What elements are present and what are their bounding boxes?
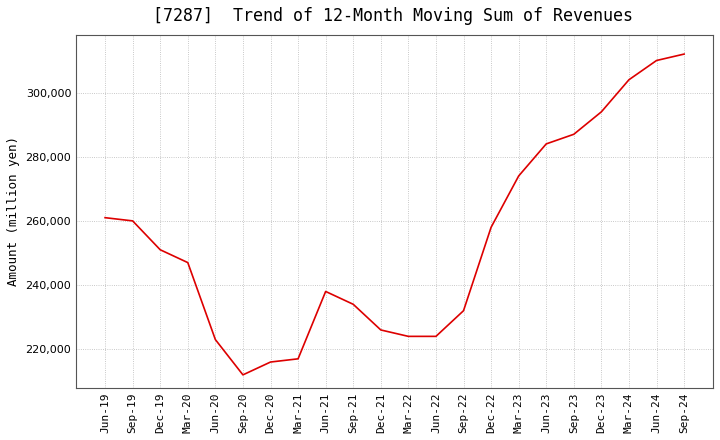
Text: [7287]  Trend of 12-Month Moving Sum of Revenues: [7287] Trend of 12-Month Moving Sum of R… xyxy=(153,7,633,25)
Y-axis label: Amount (million yen): Amount (million yen) xyxy=(7,136,20,286)
